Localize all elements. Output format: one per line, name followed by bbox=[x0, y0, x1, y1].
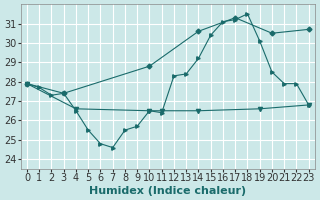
X-axis label: Humidex (Indice chaleur): Humidex (Indice chaleur) bbox=[89, 186, 246, 196]
